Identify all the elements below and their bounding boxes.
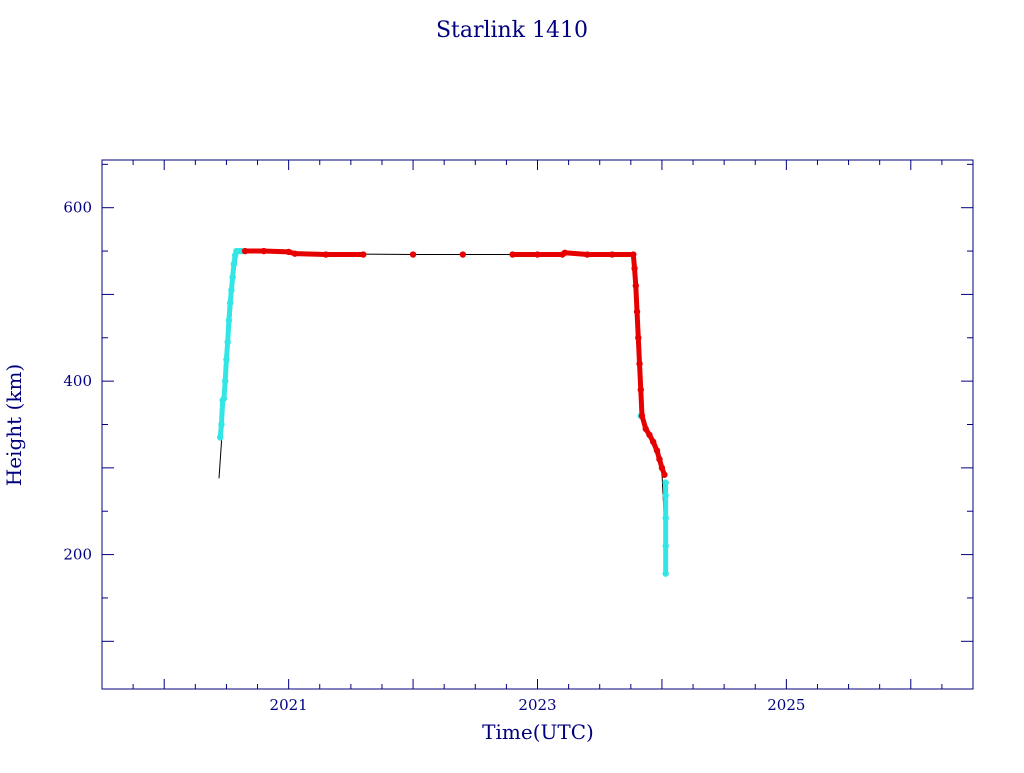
y-axis-label: Height (km) (2, 364, 26, 486)
tick-labels: 2021 2023 2025 200 400 600 (63, 199, 805, 714)
data-point (631, 265, 638, 272)
data-point (662, 492, 669, 499)
data-point (658, 464, 666, 472)
series-line (218, 250, 667, 572)
series-segment (292, 251, 329, 258)
data-point (409, 251, 417, 258)
data-point (662, 514, 669, 522)
series-segment (261, 248, 292, 255)
data-point (322, 251, 330, 258)
data-point (646, 431, 653, 439)
data-point (630, 251, 637, 258)
x-axis-label: Time(UTC) (482, 720, 594, 744)
data-point (636, 360, 643, 367)
data-point (223, 356, 230, 363)
data-point (225, 317, 233, 324)
data-point (217, 434, 224, 441)
data-point (509, 251, 516, 258)
plot-border (101, 159, 974, 690)
data-point (662, 479, 669, 486)
data-point (656, 455, 663, 463)
series-segment (638, 387, 645, 419)
data-point (632, 282, 639, 289)
data-point (224, 338, 231, 346)
series-segment (637, 361, 644, 393)
series-segment (225, 317, 232, 345)
data-point (459, 251, 467, 258)
series-segment (562, 250, 590, 258)
data-point (653, 447, 661, 454)
series-segment (222, 356, 229, 384)
data-point (230, 260, 238, 268)
data-point (637, 386, 644, 394)
data-point (220, 395, 228, 402)
data-point (218, 421, 225, 428)
data-point (638, 412, 646, 420)
data-point (661, 471, 668, 478)
series-segment (634, 309, 641, 341)
y-tick-label: 400 (63, 372, 92, 390)
series-segment (218, 397, 226, 427)
data-point (642, 425, 649, 433)
data-point (650, 438, 657, 446)
data-point (662, 570, 669, 577)
data-point (561, 249, 569, 256)
x-tick-label: 2023 (518, 696, 556, 714)
data-point (662, 542, 669, 550)
series-segment (633, 283, 640, 315)
data-point (360, 251, 367, 258)
chart-title: Starlink 1410 (436, 18, 588, 43)
x-tick-label: 2021 (270, 696, 308, 714)
data-point (241, 247, 249, 255)
data-point (226, 299, 234, 307)
data-point (228, 286, 235, 294)
data-point (260, 247, 267, 255)
y-tick-label: 200 (63, 546, 92, 564)
data-point (221, 377, 229, 385)
data-point (285, 248, 292, 256)
data-point (229, 273, 236, 281)
plot-frame (101, 159, 974, 690)
data-series (217, 247, 669, 577)
y-tick-label: 600 (63, 199, 92, 217)
series-segment (635, 335, 643, 367)
data-point (633, 308, 641, 315)
axis-ticks (102, 160, 973, 689)
data-point (608, 251, 616, 258)
data-point (534, 251, 541, 258)
data-point (291, 250, 299, 257)
data-point (584, 251, 591, 258)
data-point (635, 334, 642, 341)
x-tick-label: 2025 (767, 696, 805, 714)
